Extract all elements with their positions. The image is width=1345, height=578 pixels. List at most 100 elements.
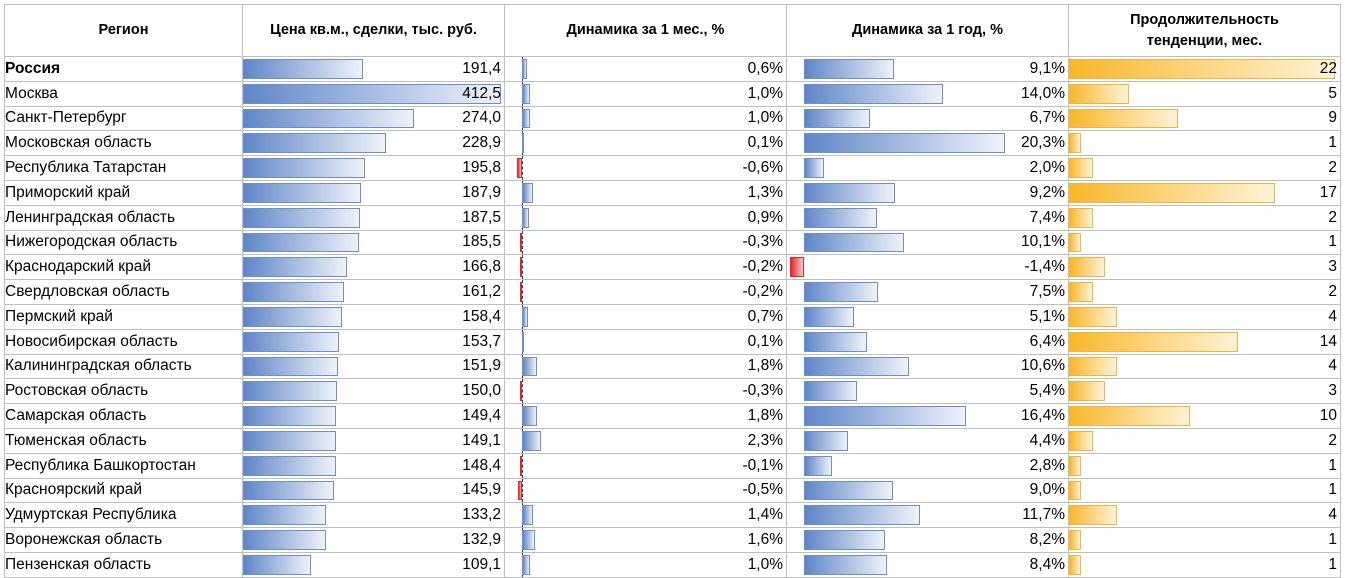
table-row: Приморский край 187,9 1,3% 9,2% 17 <box>4 179 1341 206</box>
duration-value: 9 <box>1328 109 1337 127</box>
duration-value: 1 <box>1328 456 1337 474</box>
year-change-cell: 5,1% <box>786 303 1069 330</box>
price-value: 153,7 <box>462 332 501 350</box>
table-row: Московская область 228,9 0,1% 20,3% 1 <box>4 130 1341 157</box>
duration-bar <box>1069 530 1081 550</box>
month-change-value: 0,9% <box>747 208 783 226</box>
month-change-bar <box>518 480 522 501</box>
month-change-bar <box>522 306 528 327</box>
year-change-value: 6,4% <box>1029 332 1065 350</box>
year-change-value: 20,3% <box>1021 134 1065 152</box>
year-change-bar <box>804 133 1005 154</box>
price-bar <box>243 455 336 476</box>
month-change-bar <box>522 356 537 377</box>
month-change-cell: 1,8% <box>504 403 787 429</box>
year-change-cell: 9,2% <box>786 179 1069 206</box>
month-change-bar <box>522 406 537 426</box>
year-change-bar <box>804 455 832 476</box>
price-bar <box>243 530 326 550</box>
month-zero-axis <box>522 280 523 304</box>
year-change-value: 5,1% <box>1029 307 1065 325</box>
price-value: 148,4 <box>462 456 501 474</box>
price-value: 161,2 <box>462 283 501 301</box>
duration-bar <box>1069 232 1081 253</box>
month-change-value: -0,1% <box>742 456 784 474</box>
table-row: Краснодарский край 166,8 -0,2% -1,4% 3 <box>4 254 1341 281</box>
year-change-value: 8,2% <box>1029 531 1065 549</box>
price-value: 195,8 <box>462 159 501 177</box>
region-label: Республика Башкортостан <box>4 452 243 479</box>
duration-bar <box>1069 133 1081 154</box>
month-zero-axis <box>522 255 523 280</box>
year-change-bar <box>804 356 909 377</box>
month-change-cell: 1,4% <box>504 502 787 529</box>
duration-value: 1 <box>1328 134 1337 152</box>
region-label: Ленинградская область <box>4 204 243 231</box>
duration-value: 10 <box>1319 407 1337 425</box>
year-change-value: 2,0% <box>1029 159 1065 177</box>
year-change-cell: 14,0% <box>786 80 1069 107</box>
year-change-cell: -1,4% <box>786 254 1069 281</box>
month-change-cell: -0,5% <box>504 477 787 504</box>
price-cell: 150,0 <box>242 378 505 405</box>
price-value: 158,4 <box>462 307 501 325</box>
month-change-cell: 1,8% <box>504 353 787 380</box>
price-cell: 187,5 <box>242 204 505 231</box>
price-value: 166,8 <box>462 258 501 276</box>
duration-bar <box>1069 108 1178 129</box>
month-change-bar <box>522 83 530 104</box>
month-change-bar <box>520 455 522 476</box>
region-label: Ростовская область <box>4 378 243 405</box>
region-label: Красноярский край <box>4 477 243 504</box>
year-change-bar <box>804 430 848 451</box>
year-change-bar <box>804 59 894 79</box>
price-bar <box>243 83 501 104</box>
region-label: Свердловская область <box>4 279 243 305</box>
price-cell: 187,9 <box>242 179 505 206</box>
year-change-cell: 5,4% <box>786 378 1069 405</box>
month-change-value: 1,3% <box>747 183 783 201</box>
duration-bar <box>1069 331 1238 352</box>
region-label: Московская область <box>4 130 243 157</box>
duration-bar <box>1069 182 1275 203</box>
month-change-bar <box>520 282 522 302</box>
month-change-cell: 0,1% <box>504 130 787 157</box>
duration-value: 1 <box>1328 555 1337 573</box>
month-change-value: -0,6% <box>742 159 784 177</box>
region-label: Калининградская область <box>4 353 243 380</box>
duration-bar <box>1069 257 1105 278</box>
duration-bar <box>1069 207 1093 228</box>
price-value: 185,5 <box>462 233 501 251</box>
month-change-value: 1,8% <box>747 407 783 425</box>
duration-cell: 1 <box>1068 229 1341 256</box>
table-row: Ростовская область 150,0 -0,3% 5,4% 3 <box>4 378 1341 405</box>
table-row: Россия 191,4 0,6% 9,1% 22 <box>4 56 1341 82</box>
price-bar <box>243 207 360 228</box>
region-label: Санкт-Петербург <box>4 105 243 132</box>
month-change-bar <box>522 133 524 154</box>
year-change-cell: 11,7% <box>786 502 1069 529</box>
year-change-value: -1,4% <box>1024 258 1066 276</box>
duration-cell: 2 <box>1068 279 1341 305</box>
year-change-cell: 7,5% <box>786 279 1069 305</box>
duration-value: 14 <box>1319 332 1337 350</box>
duration-value: 2 <box>1328 159 1337 177</box>
year-change-cell: 10,6% <box>786 353 1069 380</box>
price-cell: 274,0 <box>242 105 505 132</box>
price-value: 191,4 <box>462 59 501 77</box>
year-change-cell: 6,7% <box>786 105 1069 132</box>
region-label: Удмуртская Республика <box>4 502 243 529</box>
price-value: 149,1 <box>462 431 501 449</box>
price-cell: 133,2 <box>242 502 505 529</box>
price-value: 132,9 <box>462 531 501 549</box>
month-change-value: 1,0% <box>747 109 783 127</box>
price-cell: 109,1 <box>242 551 505 578</box>
price-bar <box>243 381 337 402</box>
price-bar <box>243 554 311 575</box>
duration-value: 2 <box>1328 208 1337 226</box>
duration-cell: 4 <box>1068 303 1341 330</box>
price-bar <box>243 505 326 526</box>
year-change-bar <box>804 158 824 178</box>
duration-cell: 1 <box>1068 527 1341 553</box>
region-label: Пензенская область <box>4 551 243 578</box>
